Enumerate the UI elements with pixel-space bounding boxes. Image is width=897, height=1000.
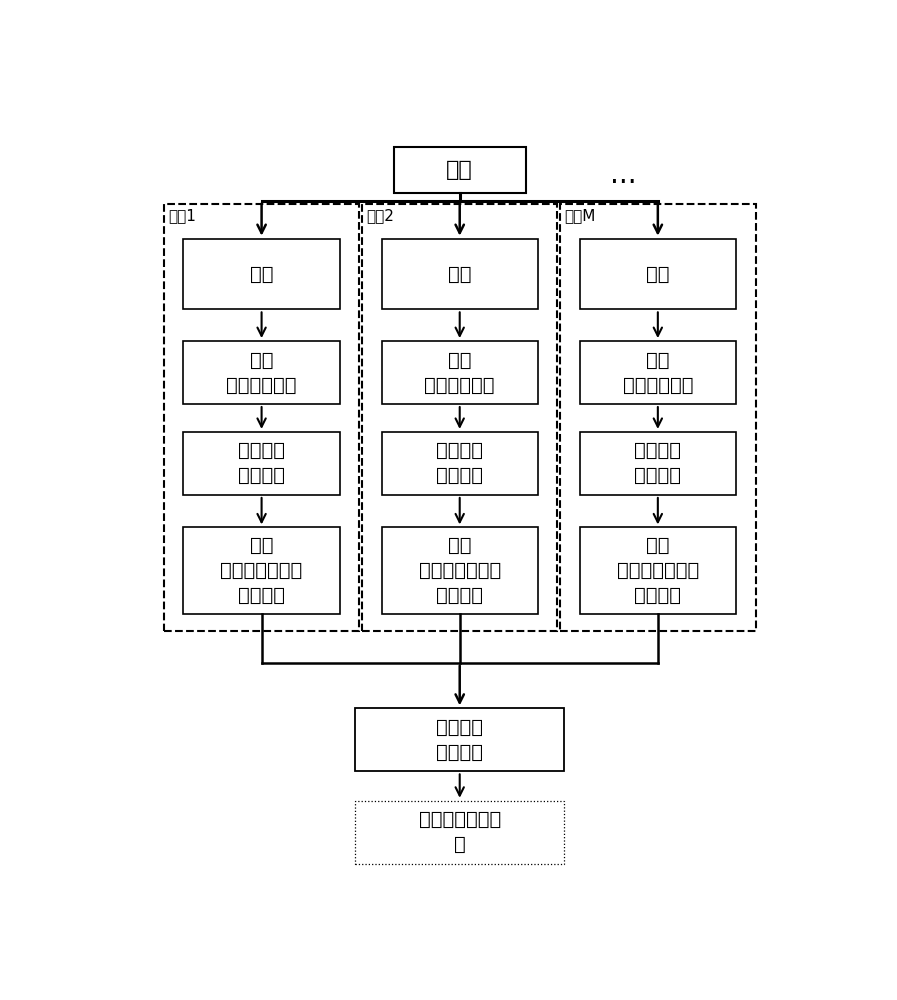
Bar (183, 432, 340, 495)
Text: 估计
散射中心矩阵和
运动矩阵: 估计 散射中心矩阵和 运动矩阵 (617, 536, 699, 605)
Text: 雷达2: 雷达2 (366, 209, 394, 224)
Text: 估计
散射中心矩阵和
运动矩阵: 估计 散射中心矩阵和 运动矩阵 (221, 536, 302, 605)
Text: 雷达M: 雷达M (564, 209, 596, 224)
Bar (381, 239, 538, 309)
Text: 目标: 目标 (447, 160, 473, 180)
Bar (579, 527, 736, 614)
Text: 估计
散射中心矩阵和
运动矩阵: 估计 散射中心矩阵和 运动矩阵 (419, 536, 501, 605)
Bar (362, 204, 557, 631)
Bar (381, 527, 538, 614)
Text: ···: ··· (610, 169, 636, 197)
Bar (381, 432, 538, 495)
Text: 单站散射
中心关联: 单站散射 中心关联 (238, 441, 285, 485)
Bar (355, 801, 564, 864)
Text: 回波: 回波 (646, 264, 669, 284)
Bar (355, 708, 564, 771)
Bar (394, 147, 526, 193)
Bar (381, 341, 538, 404)
Text: 单站散射
中心关联: 单站散射 中心关联 (634, 441, 682, 485)
Bar (579, 341, 736, 404)
Text: 提取
一维距离序列: 提取 一维距离序列 (226, 351, 297, 395)
Bar (183, 527, 340, 614)
Text: 回波: 回波 (250, 264, 274, 284)
Bar (579, 239, 736, 309)
Text: 回波: 回波 (448, 264, 472, 284)
Text: 目标绝对姿态估
计: 目标绝对姿态估 计 (419, 810, 501, 854)
Text: 单站散射
中心关联: 单站散射 中心关联 (436, 441, 483, 485)
Text: 雷达1: 雷达1 (168, 209, 196, 224)
Text: 提取
一维距离序列: 提取 一维距离序列 (424, 351, 495, 395)
Bar (579, 432, 736, 495)
Bar (183, 341, 340, 404)
Bar (164, 204, 360, 631)
Bar (183, 239, 340, 309)
Text: 多站散射
中心关联: 多站散射 中心关联 (436, 718, 483, 762)
Text: 提取
一维距离序列: 提取 一维距离序列 (623, 351, 693, 395)
Bar (560, 204, 755, 631)
